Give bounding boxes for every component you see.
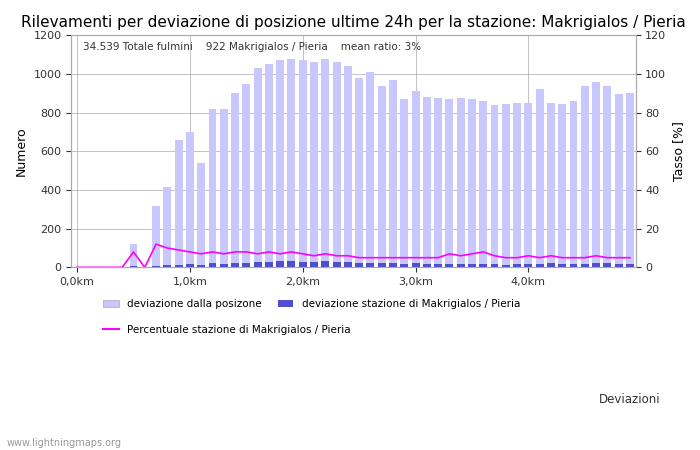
Bar	[389, 263, 397, 267]
Text: www.lightningmaps.org: www.lightningmaps.org	[7, 438, 122, 448]
Bar	[220, 109, 228, 267]
Bar	[570, 264, 578, 267]
Bar	[468, 99, 476, 267]
Bar	[310, 63, 318, 267]
Bar	[570, 101, 578, 267]
Bar	[130, 266, 137, 267]
Bar	[445, 264, 454, 267]
Bar	[626, 264, 634, 267]
Bar	[434, 264, 442, 267]
Bar	[152, 266, 160, 267]
Bar	[163, 266, 172, 267]
Bar	[513, 264, 521, 267]
Bar	[265, 64, 273, 267]
Bar	[175, 140, 183, 267]
Bar	[389, 80, 397, 267]
Bar	[321, 261, 329, 267]
Bar	[355, 78, 363, 267]
Bar	[456, 98, 465, 267]
Bar	[547, 264, 555, 267]
Bar	[524, 103, 532, 267]
Bar	[310, 262, 318, 267]
Bar	[603, 264, 611, 267]
Text: 34.539 Totale fulmini    922 Makrigialos / Pieria    mean ratio: 3%: 34.539 Totale fulmini 922 Makrigialos / …	[83, 42, 421, 52]
Bar	[400, 264, 408, 267]
Bar	[242, 262, 251, 267]
Bar	[253, 68, 262, 267]
Text: Deviazioni: Deviazioni	[598, 393, 660, 406]
Bar	[321, 58, 329, 267]
Bar	[242, 84, 251, 267]
Bar	[197, 163, 205, 267]
Bar	[581, 86, 589, 267]
Bar	[626, 93, 634, 267]
Bar	[253, 262, 262, 267]
Bar	[332, 261, 340, 267]
Bar	[502, 265, 510, 267]
Bar	[592, 263, 600, 267]
Bar	[423, 97, 430, 267]
Bar	[412, 264, 419, 267]
Bar	[412, 91, 419, 267]
Bar	[423, 264, 430, 267]
Bar	[581, 264, 589, 267]
Y-axis label: Tasso [%]: Tasso [%]	[672, 122, 685, 181]
Bar	[152, 207, 160, 267]
Bar	[513, 103, 521, 267]
Bar	[445, 99, 454, 267]
Bar	[378, 86, 386, 267]
Bar	[491, 265, 498, 267]
Y-axis label: Numero: Numero	[15, 126, 28, 176]
Bar	[130, 244, 137, 267]
Bar	[299, 60, 307, 267]
Bar	[197, 265, 205, 267]
Bar	[615, 264, 622, 267]
Bar	[186, 132, 194, 267]
Bar	[231, 263, 239, 267]
Bar	[480, 101, 487, 267]
Bar	[456, 264, 465, 267]
Bar	[344, 66, 352, 267]
Bar	[332, 63, 340, 267]
Bar	[231, 93, 239, 267]
Bar	[559, 264, 566, 267]
Bar	[559, 104, 566, 267]
Bar	[163, 187, 172, 267]
Bar	[536, 264, 544, 267]
Bar	[400, 99, 408, 267]
Bar	[288, 58, 295, 267]
Bar	[344, 262, 352, 267]
Bar	[502, 104, 510, 267]
Bar	[603, 86, 611, 267]
Bar	[288, 261, 295, 267]
Bar	[468, 264, 476, 267]
Bar	[524, 265, 532, 267]
Bar	[276, 261, 284, 267]
Bar	[186, 265, 194, 267]
Bar	[220, 264, 228, 267]
Bar	[536, 90, 544, 267]
Bar	[175, 265, 183, 267]
Bar	[367, 72, 374, 267]
Bar	[265, 261, 273, 267]
Bar	[209, 264, 216, 267]
Bar	[547, 103, 555, 267]
Legend: Percentuale stazione di Makrigialos / Pieria: Percentuale stazione di Makrigialos / Pi…	[99, 320, 355, 339]
Bar	[378, 264, 386, 267]
Bar	[355, 263, 363, 267]
Bar	[592, 82, 600, 267]
Bar	[480, 264, 487, 267]
Bar	[276, 60, 284, 267]
Bar	[434, 98, 442, 267]
Bar	[367, 262, 374, 267]
Bar	[491, 105, 498, 267]
Bar	[299, 261, 307, 267]
Title: Rilevamenti per deviazione di posizione ultime 24h per la stazione: Makrigialos : Rilevamenti per deviazione di posizione …	[21, 15, 686, 30]
Bar	[615, 94, 622, 267]
Bar	[209, 109, 216, 267]
